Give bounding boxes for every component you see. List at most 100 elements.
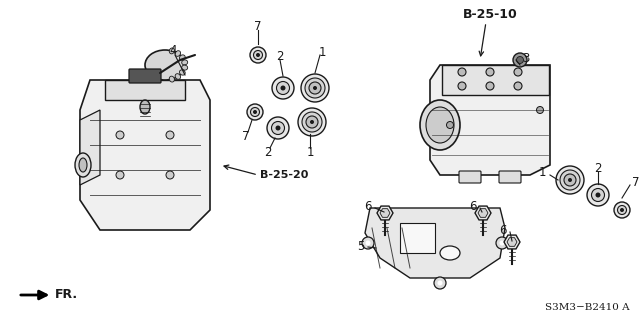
Text: B-25-20: B-25-20 <box>260 170 308 180</box>
Ellipse shape <box>175 51 180 56</box>
FancyBboxPatch shape <box>459 171 481 183</box>
Text: 5: 5 <box>356 241 364 254</box>
Text: 2: 2 <box>276 49 284 63</box>
Ellipse shape <box>250 47 266 63</box>
FancyBboxPatch shape <box>129 69 161 83</box>
Ellipse shape <box>620 208 624 212</box>
Text: 4: 4 <box>169 43 177 56</box>
Text: 6: 6 <box>365 201 372 213</box>
Polygon shape <box>105 80 185 100</box>
Ellipse shape <box>145 50 185 80</box>
Ellipse shape <box>166 131 174 139</box>
Ellipse shape <box>618 205 627 214</box>
Ellipse shape <box>513 53 527 67</box>
Text: 7: 7 <box>243 130 250 143</box>
Text: 1: 1 <box>307 145 314 159</box>
FancyBboxPatch shape <box>499 171 521 183</box>
Ellipse shape <box>434 277 446 289</box>
Ellipse shape <box>440 246 460 260</box>
Ellipse shape <box>438 280 442 286</box>
Ellipse shape <box>298 108 326 136</box>
Text: 7: 7 <box>632 176 639 189</box>
Text: B-25-10: B-25-10 <box>463 9 517 21</box>
Polygon shape <box>475 206 491 220</box>
Text: 6: 6 <box>470 199 477 212</box>
Ellipse shape <box>79 158 87 172</box>
Ellipse shape <box>179 70 185 75</box>
Ellipse shape <box>514 68 522 76</box>
Ellipse shape <box>256 53 260 57</box>
Ellipse shape <box>447 122 454 129</box>
Ellipse shape <box>253 50 262 60</box>
Ellipse shape <box>302 112 322 132</box>
Polygon shape <box>507 238 517 246</box>
Ellipse shape <box>587 184 609 206</box>
Ellipse shape <box>516 56 524 63</box>
Ellipse shape <box>595 192 600 197</box>
Ellipse shape <box>140 100 150 114</box>
Ellipse shape <box>564 174 576 186</box>
Ellipse shape <box>420 100 460 150</box>
Ellipse shape <box>116 131 124 139</box>
Ellipse shape <box>496 237 508 249</box>
Ellipse shape <box>75 153 91 177</box>
Text: FR.: FR. <box>20 288 78 301</box>
Polygon shape <box>380 209 390 217</box>
Ellipse shape <box>275 125 280 130</box>
Ellipse shape <box>486 68 494 76</box>
Text: 1: 1 <box>318 46 326 58</box>
Ellipse shape <box>568 178 572 182</box>
Ellipse shape <box>250 108 259 116</box>
Ellipse shape <box>253 110 257 114</box>
Polygon shape <box>365 208 505 278</box>
Ellipse shape <box>182 60 188 65</box>
Ellipse shape <box>486 82 494 90</box>
Polygon shape <box>430 65 550 175</box>
Ellipse shape <box>514 82 522 90</box>
Ellipse shape <box>556 166 584 194</box>
Ellipse shape <box>426 107 454 143</box>
Ellipse shape <box>247 104 263 120</box>
Text: 3: 3 <box>522 51 529 64</box>
FancyBboxPatch shape <box>400 223 435 253</box>
Ellipse shape <box>267 117 289 139</box>
Ellipse shape <box>271 122 285 135</box>
Text: 2: 2 <box>595 161 602 174</box>
Ellipse shape <box>560 170 580 190</box>
Ellipse shape <box>309 82 321 94</box>
Ellipse shape <box>169 48 175 54</box>
Polygon shape <box>377 206 393 220</box>
Ellipse shape <box>591 189 605 202</box>
Ellipse shape <box>179 55 185 60</box>
Text: 6: 6 <box>499 224 507 236</box>
Ellipse shape <box>305 78 325 98</box>
Text: S3M3−B2410 A: S3M3−B2410 A <box>545 303 630 313</box>
Ellipse shape <box>313 86 317 90</box>
Ellipse shape <box>458 68 466 76</box>
Ellipse shape <box>175 74 180 79</box>
Ellipse shape <box>310 120 314 124</box>
Ellipse shape <box>301 74 329 102</box>
Ellipse shape <box>272 77 294 99</box>
FancyBboxPatch shape <box>442 65 549 95</box>
Ellipse shape <box>362 237 374 249</box>
Ellipse shape <box>536 107 543 114</box>
Ellipse shape <box>116 171 124 179</box>
Ellipse shape <box>169 76 175 82</box>
Ellipse shape <box>614 202 630 218</box>
Ellipse shape <box>499 241 504 246</box>
Text: 1: 1 <box>538 167 546 180</box>
Polygon shape <box>504 235 520 249</box>
Text: 7: 7 <box>254 19 262 33</box>
Ellipse shape <box>306 116 318 128</box>
Ellipse shape <box>365 241 371 246</box>
Polygon shape <box>80 80 210 230</box>
Ellipse shape <box>458 82 466 90</box>
Ellipse shape <box>166 171 174 179</box>
Ellipse shape <box>182 65 188 70</box>
Ellipse shape <box>276 81 289 94</box>
Ellipse shape <box>280 85 285 91</box>
Polygon shape <box>80 110 100 185</box>
Text: 2: 2 <box>264 145 272 159</box>
Polygon shape <box>478 209 488 217</box>
